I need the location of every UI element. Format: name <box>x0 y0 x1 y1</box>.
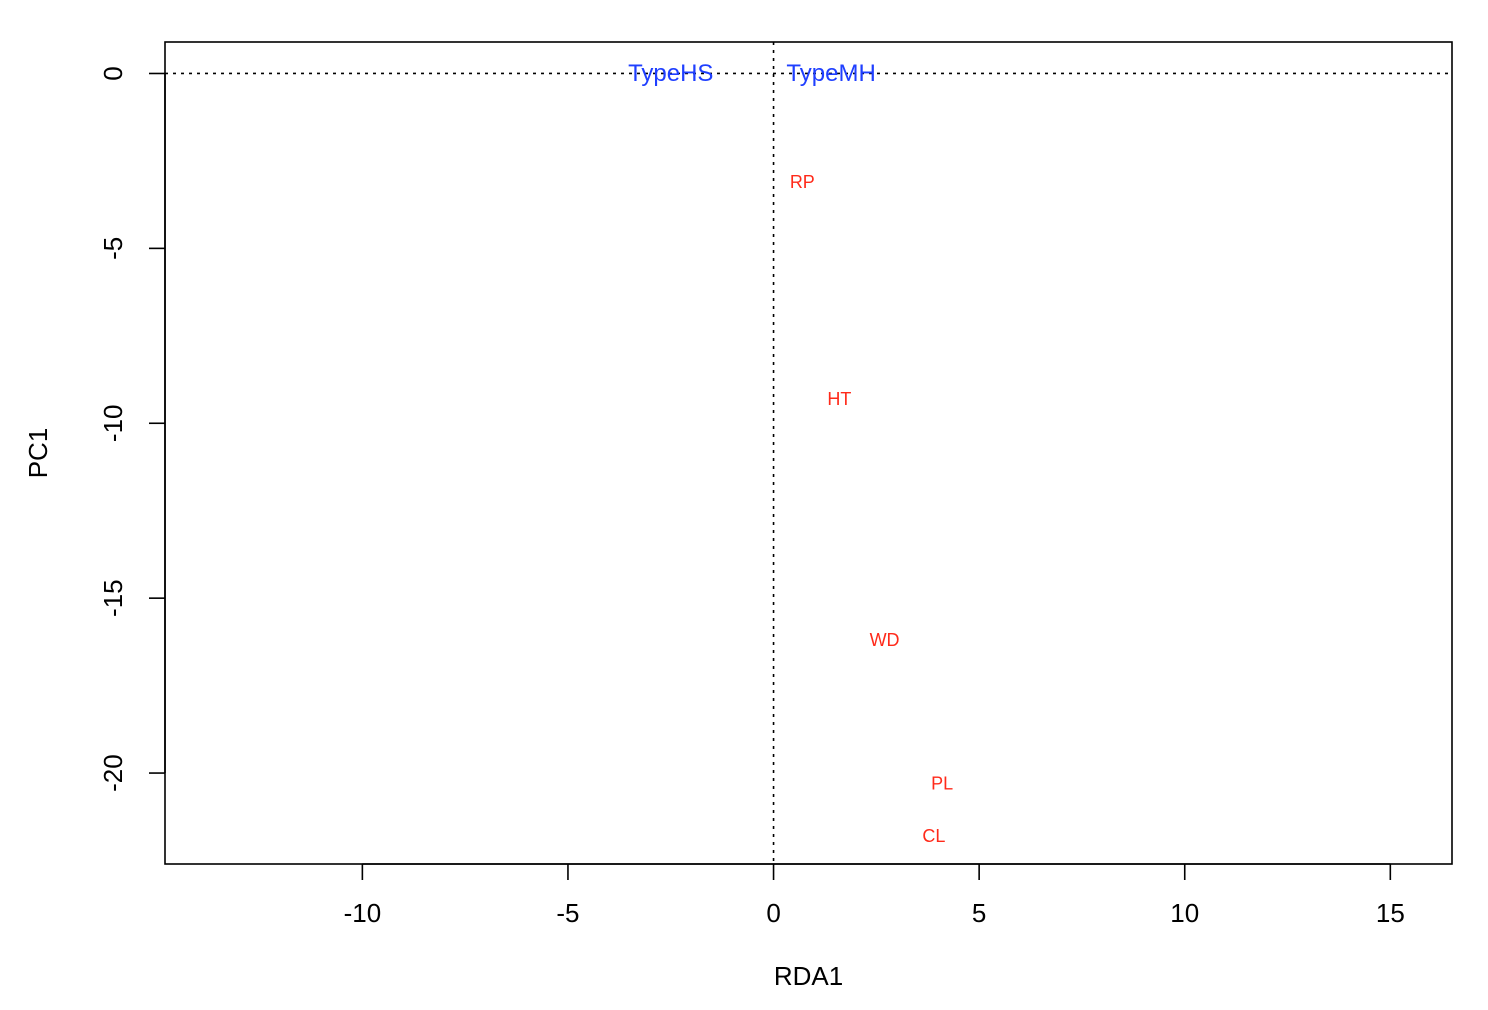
species-label-rp: RP <box>790 172 815 192</box>
x-tick-label: 15 <box>1376 898 1405 928</box>
x-tick-label: 10 <box>1170 898 1199 928</box>
species-label-ht: HT <box>827 389 851 409</box>
species-label-cl: CL <box>922 826 945 846</box>
y-tick-label: -10 <box>98 404 128 442</box>
y-tick-label: -20 <box>98 754 128 792</box>
centroid-label-typemh: TypeMH <box>786 60 875 87</box>
y-tick-label: 0 <box>98 66 128 80</box>
x-axis-title: RDA1 <box>774 961 843 991</box>
species-label-wd: WD <box>870 630 900 650</box>
x-tick-label: 5 <box>972 898 986 928</box>
x-tick-label: 0 <box>766 898 780 928</box>
x-tick-label: -5 <box>556 898 579 928</box>
x-axis: -10 -5 0 5 10 15 <box>344 863 1405 928</box>
species-labels: RP HT WD PL CL <box>790 172 953 846</box>
centroid-label-typehs: TypeHS <box>628 60 713 87</box>
species-label-pl: PL <box>931 774 953 794</box>
centroid-labels: TypeHS TypeMH <box>628 60 876 87</box>
y-axis: 0 -5 -10 -15 -20 <box>98 66 166 792</box>
y-tick-label: -5 <box>98 237 128 260</box>
y-tick-label: -15 <box>98 579 128 617</box>
x-tick-label: -10 <box>344 898 382 928</box>
y-axis-title: PC1 <box>23 428 53 479</box>
